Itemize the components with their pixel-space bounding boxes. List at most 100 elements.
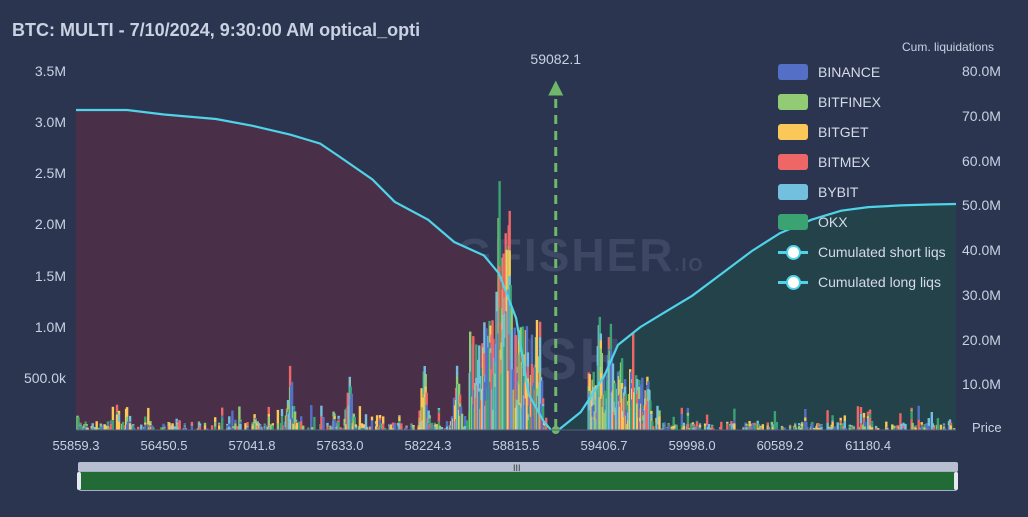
liq-bar-segment xyxy=(536,395,540,420)
liq-bar-segment xyxy=(177,420,180,423)
liq-bar-segment xyxy=(636,403,639,412)
liq-bar-segment xyxy=(651,421,654,430)
liq-bar-segment xyxy=(79,423,82,425)
legend-item-bitfinex[interactable]: BITFINEX xyxy=(778,94,881,110)
liq-bar-segment xyxy=(453,405,457,422)
liq-bar-segment xyxy=(426,422,429,430)
liq-bar-segment xyxy=(841,423,844,426)
liq-bar-segment xyxy=(382,426,385,430)
liq-bar-segment xyxy=(291,423,295,430)
liq-bar-segment xyxy=(760,425,763,426)
liq-bar-segment xyxy=(671,428,674,429)
liq-bar-segment xyxy=(650,414,653,418)
liq-bar-segment xyxy=(891,424,894,430)
liq-bar-segment xyxy=(805,426,808,430)
liq-bar-segment xyxy=(695,420,699,422)
zoom-handle-right[interactable] xyxy=(954,472,958,490)
zoom-track[interactable] xyxy=(78,462,958,472)
liq-bar-segment xyxy=(298,421,301,430)
liq-bar-segment xyxy=(601,395,604,407)
liq-bar-segment xyxy=(292,406,296,410)
liq-bar-segment xyxy=(709,429,713,430)
liq-bar-segment xyxy=(286,404,290,412)
liq-bar-segment xyxy=(877,428,880,430)
liq-bar-segment xyxy=(640,403,643,430)
liq-bar-segment xyxy=(820,424,823,426)
legend-label: Cumulated short liqs xyxy=(818,244,946,260)
liq-bar-segment xyxy=(492,409,495,430)
liq-bar-segment xyxy=(405,426,408,427)
liq-bar-segment xyxy=(886,428,889,430)
liq-bar-segment xyxy=(398,417,401,421)
liq-bar-segment xyxy=(806,428,809,430)
liq-bar-segment xyxy=(595,412,598,419)
liq-bar-segment xyxy=(357,427,361,428)
liq-bar-segment xyxy=(230,429,233,430)
liq-bar-segment xyxy=(794,424,797,427)
liq-bar-segment xyxy=(806,428,809,429)
liq-bar-segment xyxy=(140,424,143,430)
liq-bar-segment xyxy=(360,423,364,428)
liq-bar-segment xyxy=(843,415,846,421)
liq-bar-segment xyxy=(226,423,229,426)
liq-bar-segment xyxy=(182,428,185,430)
y-left-tick: 1.5M xyxy=(34,267,66,284)
legend-item-binance[interactable]: BINANCE xyxy=(778,64,880,80)
liq-bar-segment xyxy=(923,424,926,428)
liq-bar-segment xyxy=(230,428,233,430)
liq-bar-segment xyxy=(709,428,713,430)
liq-bar-segment xyxy=(897,428,900,430)
liq-bar-segment xyxy=(686,407,690,413)
zoom-handle-left[interactable] xyxy=(77,472,81,490)
liq-bar-segment xyxy=(459,406,463,430)
liq-bar-segment xyxy=(160,429,163,430)
liq-bar-segment xyxy=(313,416,316,430)
zoom-slider[interactable] xyxy=(78,471,958,491)
liq-bar-segment xyxy=(680,414,683,425)
liq-bar-segment xyxy=(745,425,748,428)
liq-bar-segment xyxy=(811,424,814,430)
liq-bar-segment xyxy=(218,424,221,426)
liq-bar-segment xyxy=(400,423,403,424)
liq-bar-segment xyxy=(529,403,533,417)
legend-item-bitget[interactable]: BITGET xyxy=(778,124,869,140)
legend-item-cumulated-long-liqs[interactable]: Cumulated long liqs xyxy=(778,274,941,290)
legend-item-bybit[interactable]: BYBIT xyxy=(778,184,858,200)
legend-item-okx[interactable]: OKX xyxy=(778,214,848,230)
liq-bar-segment xyxy=(419,416,422,419)
liq-bar-segment xyxy=(833,426,836,430)
liq-bar-segment xyxy=(457,404,461,410)
liq-bar-segment xyxy=(719,427,722,429)
liq-bar-segment xyxy=(487,398,490,430)
liq-bar-segment xyxy=(234,422,237,424)
liq-bar-segment xyxy=(698,424,702,426)
liq-bar-segment xyxy=(914,425,917,428)
liq-bar-segment xyxy=(95,421,98,430)
liq-bar-segment xyxy=(246,425,249,428)
liq-bar-segment xyxy=(184,427,187,429)
liq-bar-segment xyxy=(780,425,784,430)
liq-bar-segment xyxy=(952,428,956,430)
liq-bar-segment xyxy=(666,428,669,430)
legend-item-bitmex[interactable]: BITMEX xyxy=(778,154,870,170)
liq-bar-segment xyxy=(636,411,639,430)
liq-bar-segment xyxy=(542,427,546,430)
liq-bar-segment xyxy=(652,426,655,429)
liq-bar-segment xyxy=(370,420,374,422)
liq-bar-segment xyxy=(645,405,648,430)
liq-bar-segment xyxy=(626,420,630,430)
x-tick: 57041.8 xyxy=(228,438,276,453)
liq-bar-segment xyxy=(111,411,115,420)
liq-bar-segment xyxy=(742,428,745,430)
zoom-grip-icon[interactable]: III xyxy=(513,463,521,473)
liq-bar-segment xyxy=(660,428,663,430)
liq-bar-segment xyxy=(748,426,751,430)
legend-item-cumulated-short-liqs[interactable]: Cumulated short liqs xyxy=(778,244,946,260)
liq-bar-segment xyxy=(660,428,663,430)
liq-bar-segment xyxy=(515,402,518,406)
liq-bar-segment xyxy=(898,426,901,428)
right-axis-title: Cum. liquidations xyxy=(902,40,995,54)
liq-bar-segment xyxy=(917,419,920,430)
liq-bar-segment xyxy=(438,425,442,430)
liq-bar-segment xyxy=(422,397,425,430)
